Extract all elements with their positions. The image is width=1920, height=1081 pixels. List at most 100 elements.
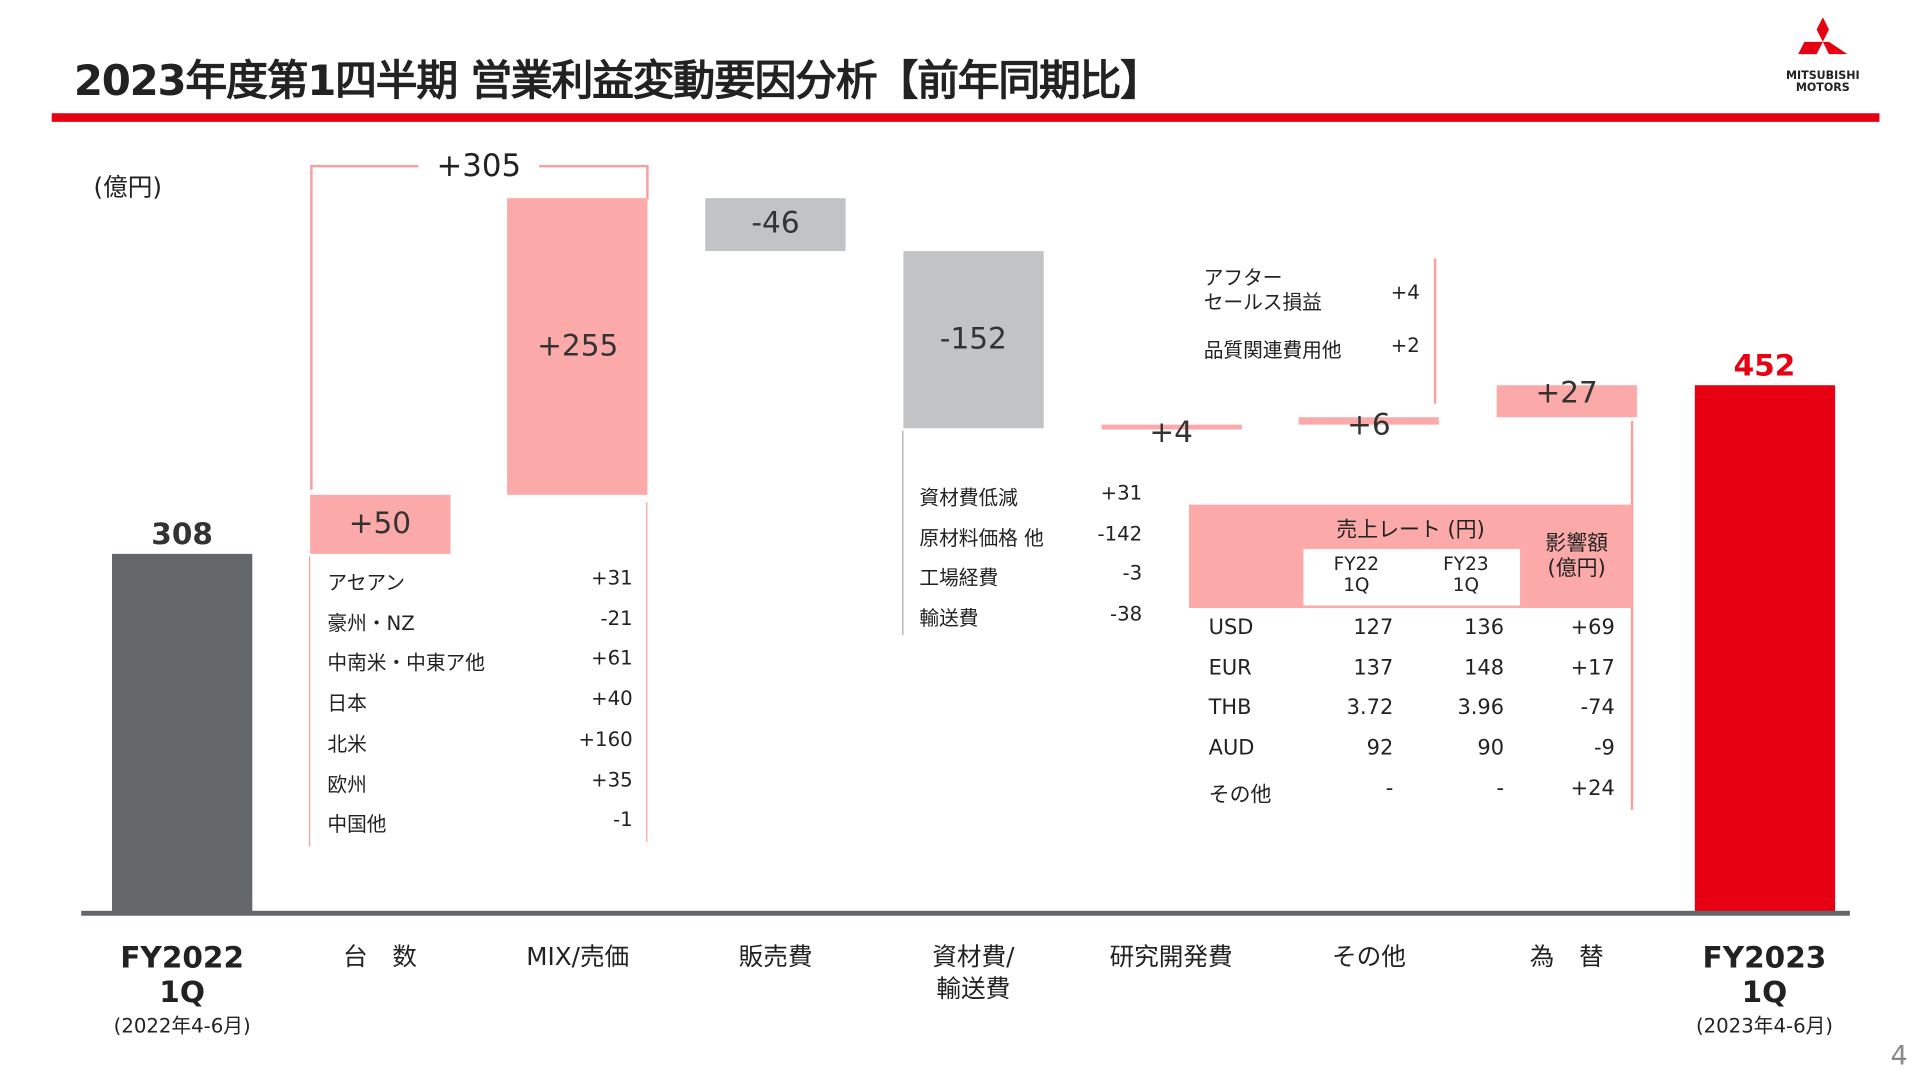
bracket-line — [310, 164, 313, 490]
material-item-name: 資材費低減 — [919, 486, 1018, 510]
category-label-line: 為 替 — [1529, 941, 1604, 972]
material-item-name: 工場経費 — [919, 566, 999, 591]
category-label-line: 販売費 — [738, 941, 813, 972]
breakdown-guide — [646, 502, 648, 842]
waterfall-bar — [1100, 424, 1242, 430]
volume-item-name: 中国他 — [327, 812, 387, 836]
fx-col-label: FY23 — [1443, 552, 1489, 575]
fx-rate-fy22: 137 — [1353, 655, 1394, 681]
volume-item-value: +160 — [578, 727, 633, 751]
page-title: 2023年度第1四半期 営業利益変動要因分析【前年同期比】 — [73, 56, 1162, 106]
data-label: +255 — [537, 328, 619, 363]
data-label: 308 — [151, 516, 213, 552]
x-axis-line — [81, 910, 1850, 916]
fx-rate-fy23: 148 — [1464, 655, 1505, 681]
fx-col-label: FY22 — [1333, 552, 1380, 575]
category-label-line: 輸送費 — [936, 973, 1011, 1004]
data-label: +27 — [1535, 375, 1598, 411]
unit-label: (億円) — [93, 172, 162, 202]
bracket-line — [646, 164, 649, 200]
waterfall-bar — [1694, 385, 1835, 914]
category-label: MIX/売価 — [479, 940, 676, 972]
fx-impact: +17 — [1570, 655, 1615, 681]
category-label: 資材費/輸送費 — [875, 940, 1072, 1004]
data-label: 452 — [1733, 348, 1796, 384]
breakdown-guide — [902, 430, 904, 636]
other-item-value: +4 — [1390, 280, 1420, 305]
fx-header-rate: 売上レート (円) — [1336, 518, 1485, 543]
volume-item-name: 中南米・中東ア他 — [327, 651, 485, 675]
category-label-line: FY2022 — [120, 940, 245, 975]
volume-item-value: -1 — [612, 807, 633, 832]
waterfall-bar — [903, 251, 1044, 429]
fx-col-label: 影響額 — [1545, 531, 1609, 557]
data-label: -46 — [751, 206, 800, 241]
bracket-line — [310, 164, 419, 168]
fx-col-label: (億円) — [1547, 556, 1606, 581]
waterfall-bar — [112, 553, 253, 914]
other-item-name: 品質関連費用他 — [1203, 338, 1342, 362]
volume-item-value: +61 — [591, 646, 633, 671]
volume-item-name: 北米 — [327, 732, 367, 756]
fx-rate-fy22: - — [1385, 776, 1394, 802]
category-label: 為 替 — [1468, 940, 1665, 972]
fx-currency: その他 — [1208, 782, 1272, 808]
fx-currency: EUR — [1208, 655, 1252, 681]
fx-impact: +24 — [1570, 776, 1615, 802]
fx-col-fy22: FY22 1Q — [1311, 552, 1402, 596]
other-item-name: アフター — [1203, 265, 1283, 290]
fx-impact: +69 — [1570, 615, 1615, 641]
fx-col-impact: 影響額 (億円) — [1526, 532, 1627, 581]
fx-impact: -74 — [1580, 695, 1615, 721]
fx-rate-fy22: 127 — [1353, 615, 1394, 641]
fx-rate-fy23: 3.96 — [1457, 695, 1505, 721]
fx-currency: USD — [1208, 615, 1254, 641]
fx-col-label: 1Q — [1343, 573, 1370, 596]
category-label-line: 台 数 — [343, 941, 417, 972]
category-label-line: 1Q — [1741, 974, 1788, 1010]
breakdown-guide — [1433, 258, 1437, 404]
volume-item-value: +35 — [591, 767, 633, 791]
volume-item-name: 豪州・NZ — [327, 611, 415, 635]
waterfall-bar — [1298, 417, 1440, 425]
data-label: -152 — [939, 321, 1007, 357]
breakdown-guide — [308, 556, 311, 847]
volume-item-value: +31 — [591, 566, 633, 590]
category-label-line: MIX/売価 — [526, 941, 630, 972]
data-label: +50 — [348, 506, 412, 541]
waterfall-bar — [309, 495, 451, 554]
page-number: 4 — [1890, 1041, 1908, 1073]
title-underline — [51, 113, 1880, 122]
mitsubishi-logo: MITSUBISHI MOTORS — [1782, 17, 1863, 95]
fx-subheader — [1303, 548, 1521, 606]
bracket-line — [539, 164, 648, 168]
category-label-line: 1Q — [159, 974, 205, 1010]
volume-item-name: 欧州 — [327, 772, 367, 796]
logo-text: MOTORS — [1795, 82, 1850, 95]
material-item-value: +31 — [1100, 481, 1143, 505]
category-label: その他 — [1270, 940, 1467, 972]
data-label: +6 — [1347, 407, 1391, 442]
bracket-label: +305 — [436, 147, 522, 184]
category-label-line: FY2023 — [1702, 940, 1827, 975]
breakdown-guide — [1630, 420, 1634, 810]
category-label-line: (2022年4-6月) — [113, 1014, 251, 1038]
category-label-line: その他 — [1331, 941, 1406, 972]
category-label: 台 数 — [281, 940, 478, 972]
material-item-name: 輸送費 — [919, 606, 979, 631]
fx-col-label: 1Q — [1452, 573, 1480, 596]
fx-impact: -9 — [1593, 736, 1615, 761]
category-label: 販売費 — [677, 940, 874, 972]
category-label: FY2023 1Q (2023年4-6月) — [1666, 940, 1863, 1043]
waterfall-bar — [1496, 385, 1637, 418]
category-label-line: 研究開発費 — [1109, 941, 1233, 972]
waterfall-bar — [507, 197, 648, 496]
material-item-value: -142 — [1097, 521, 1143, 545]
volume-item-name: アセアン — [327, 571, 405, 595]
volume-item-value: +40 — [591, 686, 633, 711]
data-label: +4 — [1149, 414, 1193, 449]
category-label-line: 資材費/ — [932, 941, 1015, 972]
material-item-value: -38 — [1110, 601, 1143, 626]
fx-rate-fy23: - — [1496, 776, 1505, 802]
